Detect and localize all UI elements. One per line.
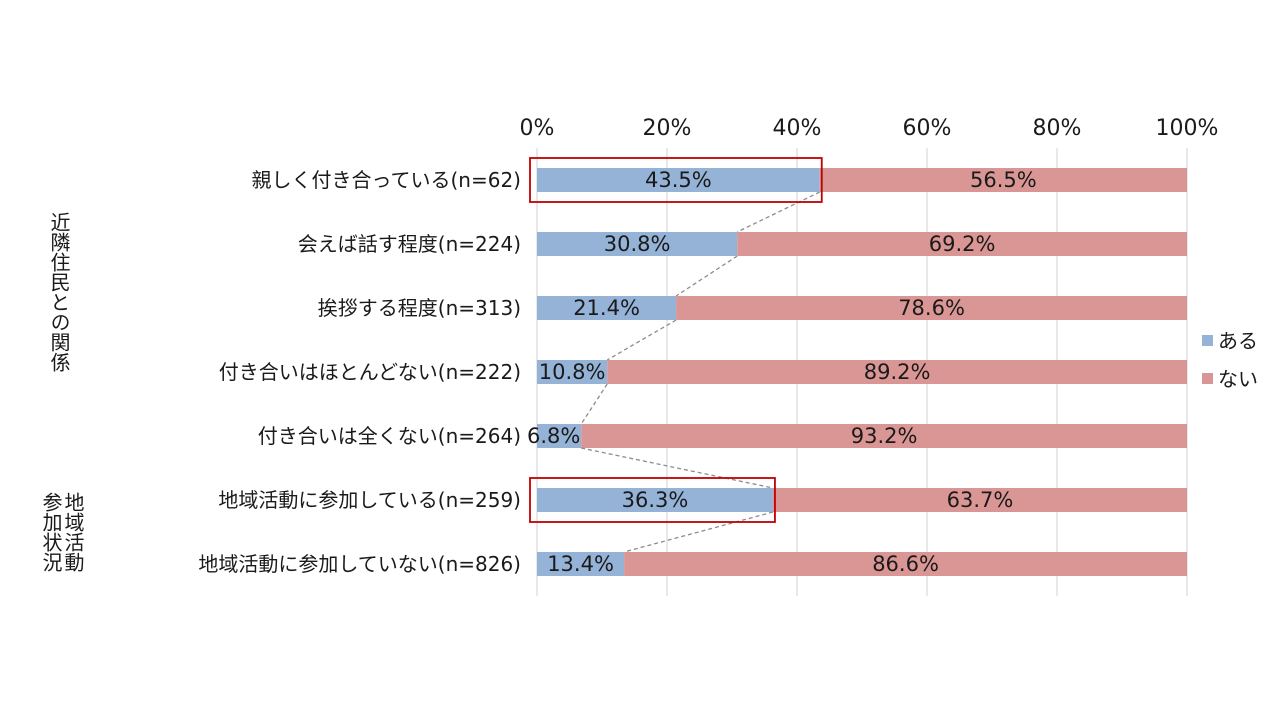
bar-aru: [537, 552, 625, 576]
category-label: 挨拶する程度(n=313): [318, 296, 521, 320]
bar-aru: [537, 232, 738, 256]
bar-aru: [537, 424, 582, 448]
x-tick-label: 20%: [643, 116, 692, 141]
series-connector-line: [606, 319, 677, 361]
category-label: 親しく付き合っている(n=62): [252, 168, 522, 192]
data-label-nai: 56.5%: [970, 168, 1037, 192]
data-label-aru: 10.8%: [539, 360, 606, 384]
group-label-community-participation: 地域活動参加状況: [39, 492, 85, 572]
series-connector-line: [675, 255, 738, 297]
data-label-aru: 21.4%: [573, 296, 640, 320]
category-label: 付き合いはほとんどない(n=222): [219, 360, 521, 384]
legend-swatch: [1202, 335, 1213, 346]
x-tick-label: 100%: [1156, 116, 1219, 141]
bar-nai: [737, 232, 1187, 256]
legend-label: ある: [1218, 329, 1258, 353]
highlight-box: [529, 157, 823, 203]
bar-aru: [537, 360, 608, 384]
data-label-aru: 6.8%: [527, 424, 580, 448]
data-label-nai: 78.6%: [898, 296, 965, 320]
bar-nai: [819, 168, 1187, 192]
data-label-aru: 36.3%: [622, 488, 689, 512]
series-connector-line: [580, 383, 608, 425]
legend-swatch: [1202, 373, 1213, 384]
data-label-nai: 93.2%: [851, 424, 918, 448]
x-tick-label: 0%: [520, 116, 555, 141]
category-label: 地域活動に参加していない(n=826): [198, 552, 521, 576]
x-tick-label: 40%: [773, 116, 822, 141]
bar-nai: [772, 488, 1187, 512]
data-label-nai: 63.7%: [947, 488, 1014, 512]
category-label: 会えば話す程度(n=224): [298, 232, 521, 256]
bar-nai: [581, 424, 1187, 448]
series-connector-line: [581, 447, 774, 489]
series-connector-line: [736, 191, 821, 233]
highlight-box: [529, 477, 776, 523]
data-label-nai: 89.2%: [864, 360, 931, 384]
series-connector-line: [623, 511, 774, 553]
legend-label: ない: [1218, 367, 1258, 391]
category-label: 付き合いは全くない(n=264): [258, 424, 521, 448]
bar-nai: [624, 552, 1187, 576]
x-tick-label: 60%: [903, 116, 952, 141]
bar-aru: [537, 296, 677, 320]
data-label-aru: 30.8%: [604, 232, 671, 256]
data-label-aru: 13.4%: [547, 552, 614, 576]
data-label-nai: 86.6%: [872, 552, 939, 576]
data-label-nai: 69.2%: [929, 232, 996, 256]
bar-nai: [607, 360, 1187, 384]
data-label-aru: 43.5%: [645, 168, 712, 192]
bar-nai: [676, 296, 1187, 320]
group-label-neighbor-relationship: 近隣住民との関係: [47, 212, 71, 372]
category-label: 地域活動に参加している(n=259): [218, 488, 521, 512]
bar-aru: [537, 168, 820, 192]
x-tick-label: 80%: [1033, 116, 1082, 141]
bar-aru: [537, 488, 773, 512]
